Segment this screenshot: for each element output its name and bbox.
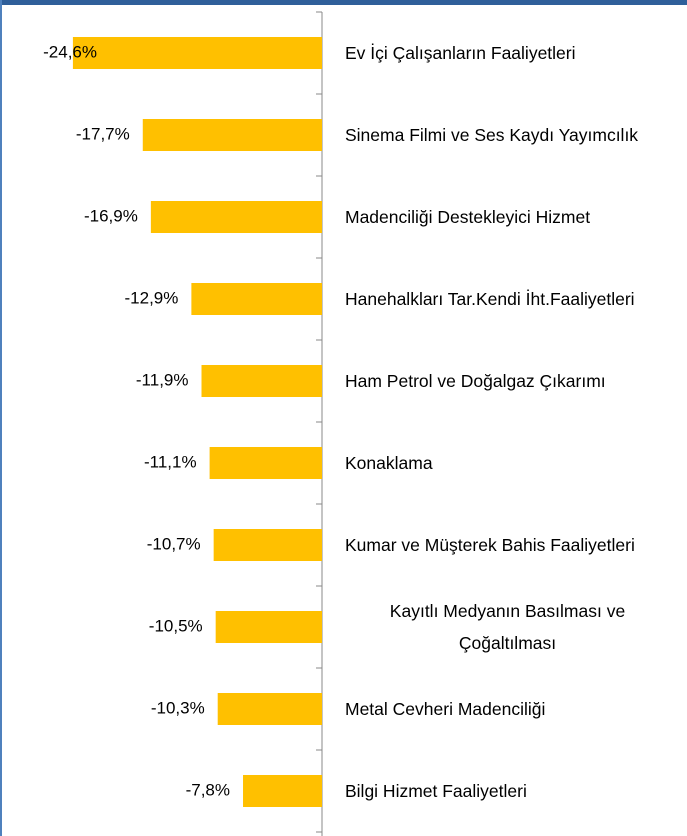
category-label: Bilgi Hizmet Faaliyetleri bbox=[345, 781, 527, 801]
category-label-box: Sinema Filmi ve Ses Kaydı Yayımcılık bbox=[345, 94, 675, 176]
value-label: -11,9% bbox=[136, 370, 189, 389]
bar bbox=[213, 529, 322, 561]
bar bbox=[243, 775, 322, 807]
left-border bbox=[0, 0, 2, 836]
bar bbox=[217, 693, 322, 725]
category-label: Ham Petrol ve Doğalgaz Çıkarımı bbox=[345, 371, 606, 391]
top-border bbox=[0, 0, 687, 5]
category-label-box: Ev İçi Çalışanların Faaliyetleri bbox=[345, 12, 675, 94]
category-label-box: Konaklama bbox=[345, 422, 675, 504]
category-label-box: Metal Cevheri Madenciliği bbox=[345, 668, 675, 750]
category-label: Kayıtlı Medyanın Basılması ve Çoğaltılma… bbox=[389, 601, 626, 653]
category-label-box: Madenciliği Destekleyici Hizmet bbox=[345, 176, 675, 258]
category-label: Metal Cevheri Madenciliği bbox=[345, 699, 546, 719]
bar bbox=[209, 447, 322, 479]
value-label: -10,5% bbox=[149, 616, 203, 635]
value-label: -24,6% bbox=[43, 42, 97, 61]
bar bbox=[72, 37, 322, 69]
value-label: -10,3% bbox=[151, 698, 205, 717]
value-label: -11,1% bbox=[144, 452, 197, 471]
category-label: Sinema Filmi ve Ses Kaydı Yayımcılık bbox=[345, 125, 639, 145]
category-label: Madenciliği Destekleyici Hizmet bbox=[345, 207, 591, 227]
value-label: -10,7% bbox=[147, 534, 201, 553]
value-label: -12,9% bbox=[125, 288, 179, 307]
category-label: Ev İçi Çalışanların Faaliyetleri bbox=[345, 43, 576, 63]
value-label: -17,7% bbox=[76, 124, 130, 143]
bar bbox=[142, 119, 322, 151]
value-label: -7,8% bbox=[186, 780, 230, 799]
category-label: Hanehalkları Tar.Kendi İht.Faaliyetleri bbox=[345, 289, 635, 309]
bar bbox=[191, 283, 322, 315]
category-label-box: Ham Petrol ve Doğalgaz Çıkarımı bbox=[345, 340, 675, 422]
category-label: Kumar ve Müşterek Bahis Faaliyetleri bbox=[345, 535, 635, 555]
bar bbox=[215, 611, 322, 643]
bar bbox=[150, 201, 322, 233]
category-label: Konaklama bbox=[345, 453, 433, 473]
category-label-box: Kayıtlı Medyanın Basılması ve Çoğaltılma… bbox=[345, 586, 675, 668]
category-label-box: Hanehalkları Tar.Kendi İht.Faaliyetleri bbox=[345, 258, 675, 340]
bar bbox=[201, 365, 322, 397]
value-label: -16,9% bbox=[84, 206, 138, 225]
category-label-box: Kumar ve Müşterek Bahis Faaliyetleri bbox=[345, 504, 675, 586]
category-label-box: Bilgi Hizmet Faaliyetleri bbox=[345, 750, 675, 832]
